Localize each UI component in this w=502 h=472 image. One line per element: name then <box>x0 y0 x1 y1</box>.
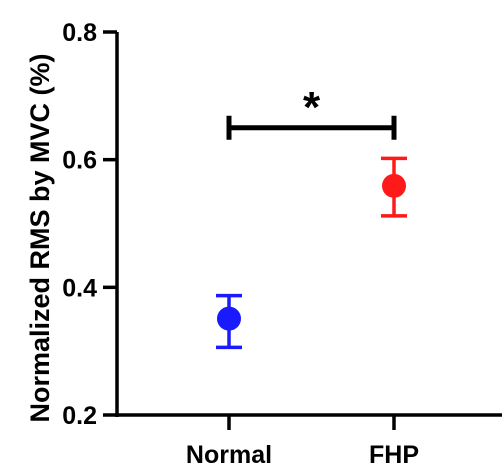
x-ticks: Normal FHP <box>186 415 419 469</box>
mean-marker <box>382 173 406 198</box>
significance-annotations: * <box>226 83 397 140</box>
mean-marker <box>217 306 241 331</box>
y-axis-title: Normalized RMS by MVC (%) <box>25 53 55 422</box>
x-tick-label: FHP <box>369 441 419 469</box>
y-tick-label: 0.2 <box>62 402 97 430</box>
y-ticks: 0.2 0.4 0.6 0.8 <box>62 19 117 430</box>
significance-star: * <box>303 83 321 132</box>
y-tick-label: 0.6 <box>62 147 97 175</box>
data-points <box>216 156 407 350</box>
data-point-normal <box>216 293 242 350</box>
y-tick-label: 0.4 <box>62 274 97 302</box>
data-point-fhp <box>381 156 407 218</box>
x-tick-label: Normal <box>186 441 272 469</box>
y-tick-label: 0.8 <box>62 19 97 47</box>
